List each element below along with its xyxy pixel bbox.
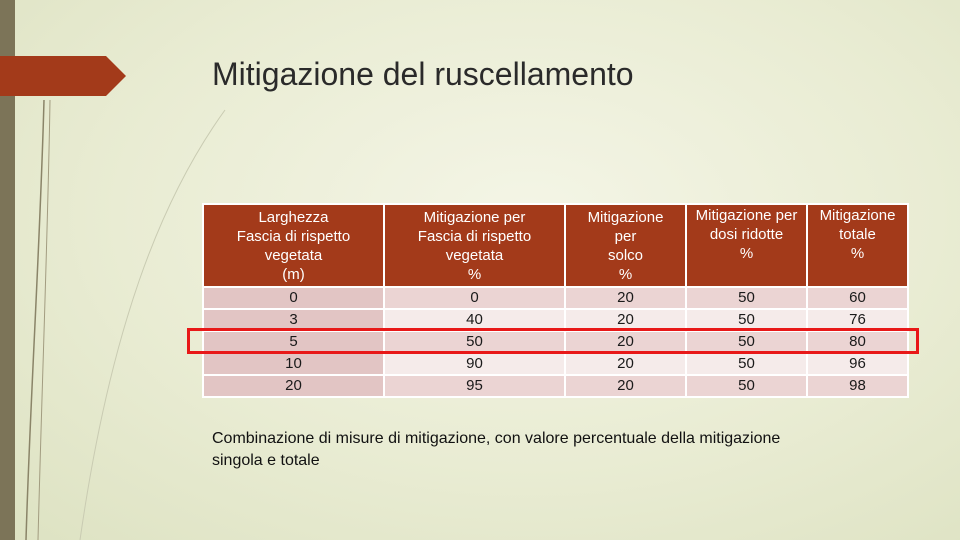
table-cell: 20 [564, 330, 687, 354]
header-line: Mitigazione per [695, 207, 798, 224]
table-cell: 76 [806, 308, 909, 332]
table-cell: 80 [806, 330, 909, 354]
table-row: 3 40 20 50 76 [202, 308, 909, 332]
table-cell: 5 [202, 330, 385, 354]
table-cell: 50 [685, 308, 808, 332]
header-total-mitigation: Mitigazione totale % [806, 203, 909, 288]
header-buffer-mitigation: Mitigazione per Fascia di rispetto veget… [383, 203, 566, 288]
header-reduced-dose-mitigation: Mitigazione per dosi ridotte % [685, 203, 808, 288]
header-width-buffer: Larghezza Fascia di rispetto vegetata (m… [202, 203, 385, 288]
header-line: Fascia di rispetto [417, 227, 532, 245]
table-row: 20 95 20 50 98 [202, 374, 909, 398]
slide-caption: Combinazione di misure di mitigazione, c… [212, 430, 781, 469]
table-cell: 96 [806, 352, 909, 376]
table-cell: 10 [202, 352, 385, 376]
table-cell: 20 [564, 286, 687, 310]
header-line: totale [839, 226, 876, 243]
table-row: 10 90 20 50 96 [202, 352, 909, 376]
header-line: % [850, 245, 865, 262]
header-line: Mitigazione [819, 207, 896, 224]
table-cell: 0 [202, 286, 385, 310]
left-accent-bar [0, 0, 15, 540]
table-cell: 40 [383, 308, 566, 332]
header-furrow-mitigation: Mitigazione per solco % [564, 203, 687, 288]
table-cell: 3 [202, 308, 385, 332]
header-line: Larghezza [258, 208, 329, 226]
title-accent-tab [0, 56, 126, 96]
mitigation-table: Larghezza Fascia di rispetto vegetata (m… [202, 203, 909, 398]
table-cell: 0 [383, 286, 566, 310]
table-row: 0 0 20 50 60 [202, 286, 909, 310]
table-cell: 50 [685, 286, 808, 310]
table-cell: 98 [806, 374, 909, 398]
table-cell: 20 [202, 374, 385, 398]
header-line: vegetata [264, 246, 323, 264]
table-row-highlighted: 5 50 20 50 80 [202, 330, 909, 354]
table-cell: 90 [383, 352, 566, 376]
header-line: % [618, 265, 633, 283]
table-cell: 95 [383, 374, 566, 398]
header-line: Mitigazione per [423, 208, 526, 226]
table-cell: 50 [685, 330, 808, 354]
decorative-lines [25, 99, 226, 540]
table-cell: 20 [564, 374, 687, 398]
header-line: % [739, 245, 754, 262]
table-cell: 20 [564, 308, 687, 332]
header-line: Fascia di rispetto [236, 227, 351, 245]
table-header-row: Larghezza Fascia di rispetto vegetata (m… [202, 203, 909, 288]
table-cell: 50 [685, 374, 808, 398]
header-line: per [614, 227, 637, 245]
table-cell: 60 [806, 286, 909, 310]
header-line: (m) [282, 265, 305, 283]
header-line: dosi ridotte [709, 226, 784, 243]
header-line: solco [607, 246, 644, 264]
table-cell: 50 [383, 330, 566, 354]
slide-title: Mitigazione del ruscellamento [212, 56, 634, 92]
header-line: vegetata [445, 246, 504, 264]
header-line: Mitigazione [587, 208, 664, 226]
table-cell: 50 [685, 352, 808, 376]
table-cell: 20 [564, 352, 687, 376]
header-line: % [467, 265, 482, 283]
